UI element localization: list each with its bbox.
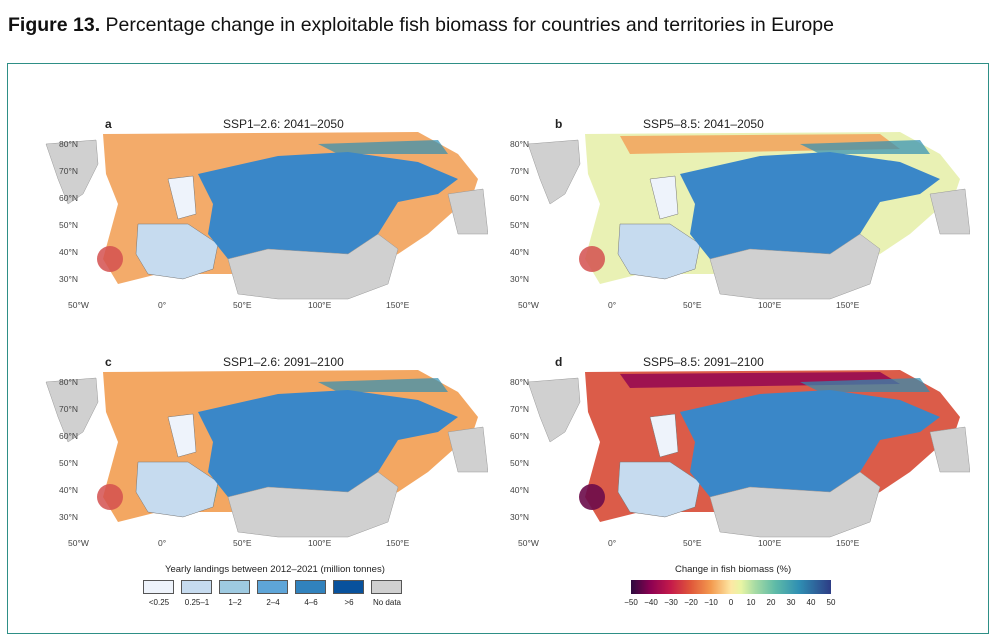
lon-label: 150°E bbox=[836, 538, 860, 548]
landings-legend: Yearly landings between 2012–2021 (milli… bbox=[143, 564, 463, 614]
lon-label: 100°E bbox=[758, 300, 782, 310]
lon-label: 0° bbox=[608, 300, 617, 310]
panel-d-letter: d bbox=[555, 355, 563, 369]
lat-label: 30°N bbox=[59, 512, 78, 522]
biomass-legend-title: Change in fish biomass (%) bbox=[675, 564, 792, 575]
legend-swatch bbox=[295, 580, 326, 594]
colorbar-tick: −20 bbox=[684, 598, 698, 607]
panel-a-letter: a bbox=[105, 117, 112, 131]
map-c bbox=[45, 370, 488, 538]
legend-swatch bbox=[257, 580, 288, 594]
panel-b-letter: b bbox=[555, 117, 563, 131]
legend-swatch bbox=[143, 580, 174, 594]
lat-label: 40°N bbox=[59, 485, 78, 495]
colorbar-tick: −10 bbox=[704, 598, 718, 607]
lat-label: 70°N bbox=[510, 166, 529, 176]
landings-legend-title: Yearly landings between 2012–2021 (milli… bbox=[165, 564, 385, 575]
legend-swatch bbox=[371, 580, 402, 594]
lon-label: 150°E bbox=[386, 300, 410, 310]
legend-label: 4–6 bbox=[304, 598, 318, 607]
figure-caption: Percentage change in exploitable fish bi… bbox=[105, 14, 834, 36]
lon-label: 50°E bbox=[683, 538, 702, 548]
map-panel-c: c SSP1–2.6: 2091–2100 80°N 70°N 60°N 50°… bbox=[18, 322, 488, 550]
lon-label: 50°E bbox=[233, 300, 252, 310]
legend-label: >6 bbox=[344, 598, 354, 607]
lat-label: 60°N bbox=[59, 431, 78, 441]
figure-frame: a SSP1–2.6: 2041–2050 80°N 70°N 60°N 50°… bbox=[7, 63, 989, 634]
lat-label: 80°N bbox=[59, 139, 78, 149]
legend-label: No data bbox=[372, 598, 402, 607]
lat-label: 50°N bbox=[510, 220, 529, 230]
lat-label: 60°N bbox=[510, 431, 529, 441]
panel-c-letter: c bbox=[105, 355, 112, 369]
lat-label: 50°N bbox=[59, 458, 78, 468]
panel-c-title: SSP1–2.6: 2091–2100 bbox=[223, 355, 344, 369]
colorbar-tick: 0 bbox=[728, 598, 734, 607]
lon-label: 0° bbox=[158, 300, 167, 310]
map-b bbox=[527, 132, 970, 300]
lon-label: 100°E bbox=[308, 300, 332, 310]
lat-label: 50°N bbox=[510, 458, 529, 468]
map-panel-d: d SSP5–8.5: 2091–2100 80°N 70°N 60°N 50°… bbox=[500, 322, 970, 550]
legend-swatch bbox=[181, 580, 212, 594]
lat-label: 70°N bbox=[59, 404, 78, 414]
legend-label: 0.25–1 bbox=[184, 598, 210, 607]
legend-swatch bbox=[333, 580, 364, 594]
biomass-legend: Change in fish biomass (%) −50 −40 −30 −… bbox=[624, 564, 865, 614]
panel-b-title: SSP5–8.5: 2041–2050 bbox=[643, 117, 764, 131]
map-d bbox=[527, 370, 970, 538]
figure-title: Figure 13. Percentage change in exploita… bbox=[8, 14, 834, 37]
figure-label: Figure 13. bbox=[8, 14, 101, 36]
lon-label: 100°E bbox=[308, 538, 332, 548]
lon-label: 150°E bbox=[836, 300, 860, 310]
lon-label: 50°W bbox=[68, 300, 89, 310]
lon-label: 150°E bbox=[386, 538, 410, 548]
lat-label: 30°N bbox=[510, 274, 529, 284]
lat-label: 70°N bbox=[59, 166, 78, 176]
legend-swatch bbox=[219, 580, 250, 594]
colorbar-tick: −40 bbox=[644, 598, 658, 607]
biomass-colorbar bbox=[631, 580, 831, 594]
colorbar-tick: −50 bbox=[624, 598, 638, 607]
lat-label: 70°N bbox=[510, 404, 529, 414]
colorbar-tick: 20 bbox=[766, 598, 776, 607]
colorbar-tick: 30 bbox=[786, 598, 796, 607]
lon-label: 50°E bbox=[233, 538, 252, 548]
colorbar-tick: 10 bbox=[746, 598, 756, 607]
lon-label: 50°W bbox=[518, 300, 539, 310]
colorbar-tick: 40 bbox=[806, 598, 816, 607]
lon-label: 50°E bbox=[683, 300, 702, 310]
panel-a-title: SSP1–2.6: 2041–2050 bbox=[223, 117, 344, 131]
lat-label: 80°N bbox=[510, 139, 529, 149]
lon-label: 100°E bbox=[758, 538, 782, 548]
lon-label: 50°W bbox=[518, 538, 539, 548]
lat-label: 30°N bbox=[510, 512, 529, 522]
lat-label: 40°N bbox=[510, 485, 529, 495]
lat-label: 60°N bbox=[59, 193, 78, 203]
legend-label: 2–4 bbox=[266, 598, 280, 607]
legend-label: <0.25 bbox=[148, 598, 170, 607]
lat-label: 60°N bbox=[510, 193, 529, 203]
colorbar-tick: 50 bbox=[826, 598, 836, 607]
map-a bbox=[45, 132, 488, 300]
map-panel-b: b SSP5–8.5: 2041–2050 80°N 70°N 60°N 50°… bbox=[500, 84, 970, 312]
lat-label: 40°N bbox=[59, 247, 78, 257]
lon-label: 0° bbox=[608, 538, 617, 548]
colorbar-tick: −30 bbox=[664, 598, 678, 607]
map-panel-a: a SSP1–2.6: 2041–2050 80°N 70°N 60°N 50°… bbox=[18, 84, 488, 312]
lat-label: 50°N bbox=[59, 220, 78, 230]
lon-label: 50°W bbox=[68, 538, 89, 548]
lat-label: 40°N bbox=[510, 247, 529, 257]
panel-d-title: SSP5–8.5: 2091–2100 bbox=[643, 355, 764, 369]
lon-label: 0° bbox=[158, 538, 167, 548]
lat-label: 80°N bbox=[510, 377, 529, 387]
lat-label: 80°N bbox=[59, 377, 78, 387]
lat-label: 30°N bbox=[59, 274, 78, 284]
legend-label: 1–2 bbox=[228, 598, 242, 607]
